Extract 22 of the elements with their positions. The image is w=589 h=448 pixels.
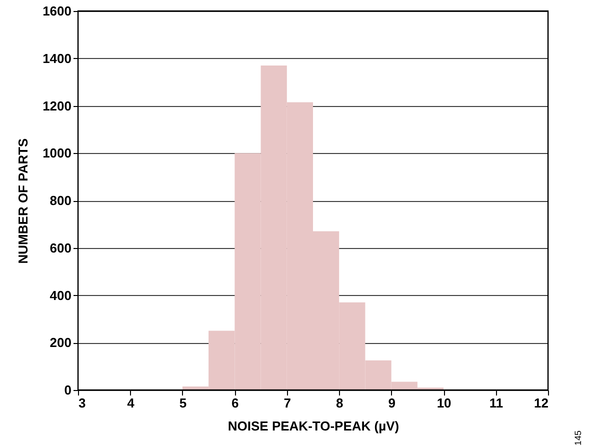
y-tick-label: 600: [50, 240, 72, 256]
y-tick-label: 1600: [42, 4, 72, 18]
y-tick-label: 1000: [42, 146, 72, 161]
x-tick-label: 9: [388, 396, 396, 410]
y-tick-label: 400: [50, 288, 72, 303]
y-tick-label: 200: [50, 335, 72, 350]
y-tick-label: 1200: [42, 98, 72, 114]
x-tick-label: 12: [534, 396, 548, 410]
x-tick-label: 3: [78, 396, 86, 410]
x-tick-label: 11: [489, 396, 504, 410]
x-tick-label: 10: [436, 396, 452, 410]
x-tick-label: 7: [284, 396, 292, 410]
x-tick-label: 8: [336, 396, 344, 410]
x-axis-title: NOISE PEAK-TO-PEAK (µV): [228, 418, 400, 434]
x-tick-label: 4: [127, 396, 136, 410]
y-tick-label: 0: [64, 382, 72, 398]
y-tick-label: 800: [50, 193, 72, 208]
text: 145: [573, 430, 583, 446]
x-tick-label: 5: [179, 396, 187, 410]
y-tick-label: 1400: [42, 50, 72, 66]
x-tick-label: 6: [232, 396, 239, 410]
y-axis-title: NUMBER OF PARTS: [16, 138, 31, 264]
